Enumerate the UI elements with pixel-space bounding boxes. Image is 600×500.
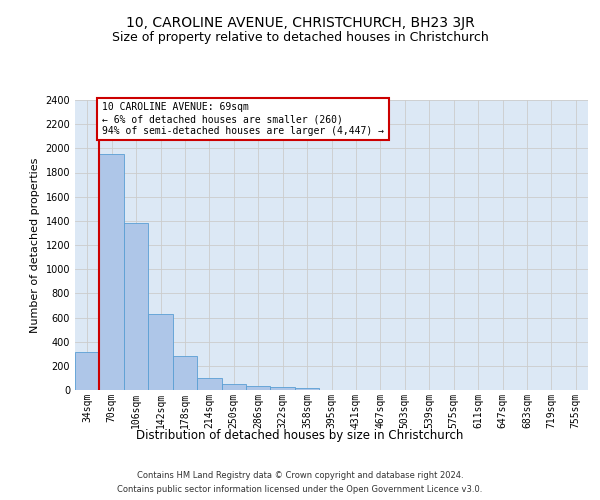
Bar (124, 223, 148, 390)
Bar (75, 352, 100, 390)
Bar (197, 378, 221, 390)
Bar (148, 314, 173, 390)
Bar (173, 356, 197, 390)
Text: Contains public sector information licensed under the Open Government Licence v3: Contains public sector information licen… (118, 484, 482, 494)
Bar (246, 386, 271, 390)
Bar (295, 388, 319, 390)
Bar (100, 154, 124, 390)
Bar (271, 386, 295, 390)
Text: Size of property relative to detached houses in Christchurch: Size of property relative to detached ho… (112, 31, 488, 44)
Text: 10, CAROLINE AVENUE, CHRISTCHURCH, BH23 3JR: 10, CAROLINE AVENUE, CHRISTCHURCH, BH23 … (125, 16, 475, 30)
Text: Distribution of detached houses by size in Christchurch: Distribution of detached houses by size … (136, 428, 464, 442)
Text: 10 CAROLINE AVENUE: 69sqm
← 6% of detached houses are smaller (260)
94% of semi-: 10 CAROLINE AVENUE: 69sqm ← 6% of detach… (102, 102, 384, 136)
Y-axis label: Number of detached properties: Number of detached properties (30, 158, 40, 332)
Bar (221, 384, 246, 390)
Text: Contains HM Land Registry data © Crown copyright and database right 2024.: Contains HM Land Registry data © Crown c… (137, 472, 463, 480)
